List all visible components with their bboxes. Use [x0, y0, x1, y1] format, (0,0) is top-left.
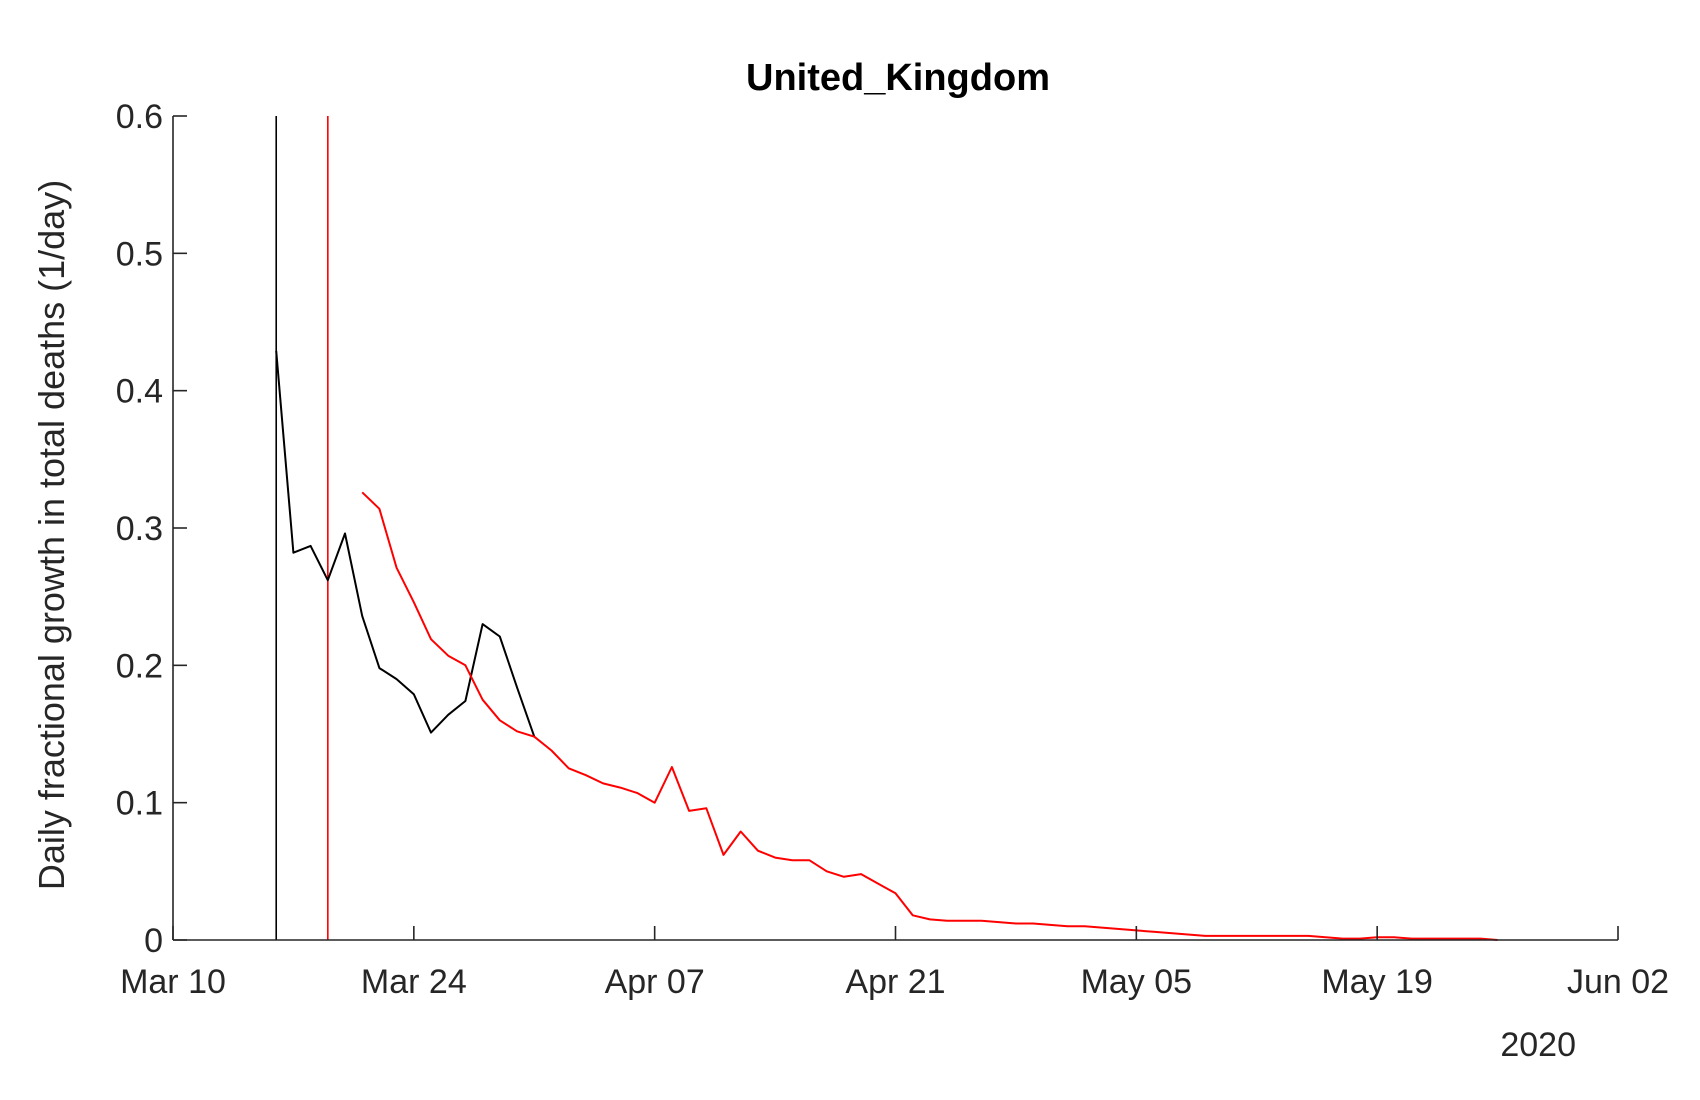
chart-title: United_Kingdom	[746, 57, 1050, 99]
x-tick-label: May 05	[1081, 963, 1193, 1001]
vertical-lines	[275, 116, 329, 940]
series-line	[275, 350, 536, 738]
axes: 0 0.1 0.2 0.3 0.4 0.5 0.6 Mar 10 Mar 24 Apr 07 Apr…	[116, 98, 1669, 1001]
x-tick-label: Mar 10	[120, 963, 226, 1001]
x-tick-label: Jun 02	[1567, 963, 1669, 1001]
y-tick-label: 0.5	[116, 235, 163, 273]
y-axis-label: Daily fractional growth in total deaths …	[31, 180, 72, 890]
y-tick-label: 0.2	[116, 647, 163, 685]
y-tick-label: 0.1	[116, 785, 163, 823]
y-tick-label: 0	[144, 922, 163, 960]
x-year-label: 2020	[1500, 1026, 1576, 1064]
y-tick-label: 0.6	[116, 98, 163, 136]
x-tick-label: Apr 21	[845, 963, 945, 1001]
y-tick-label: 0.4	[116, 373, 163, 411]
y-tick-label: 0.3	[116, 510, 163, 548]
x-tick-label: May 19	[1321, 963, 1433, 1001]
series-line	[361, 491, 1498, 941]
x-tick-label: Apr 07	[605, 963, 705, 1001]
x-tick-label: Mar 24	[361, 963, 467, 1001]
series-group	[275, 350, 1498, 941]
